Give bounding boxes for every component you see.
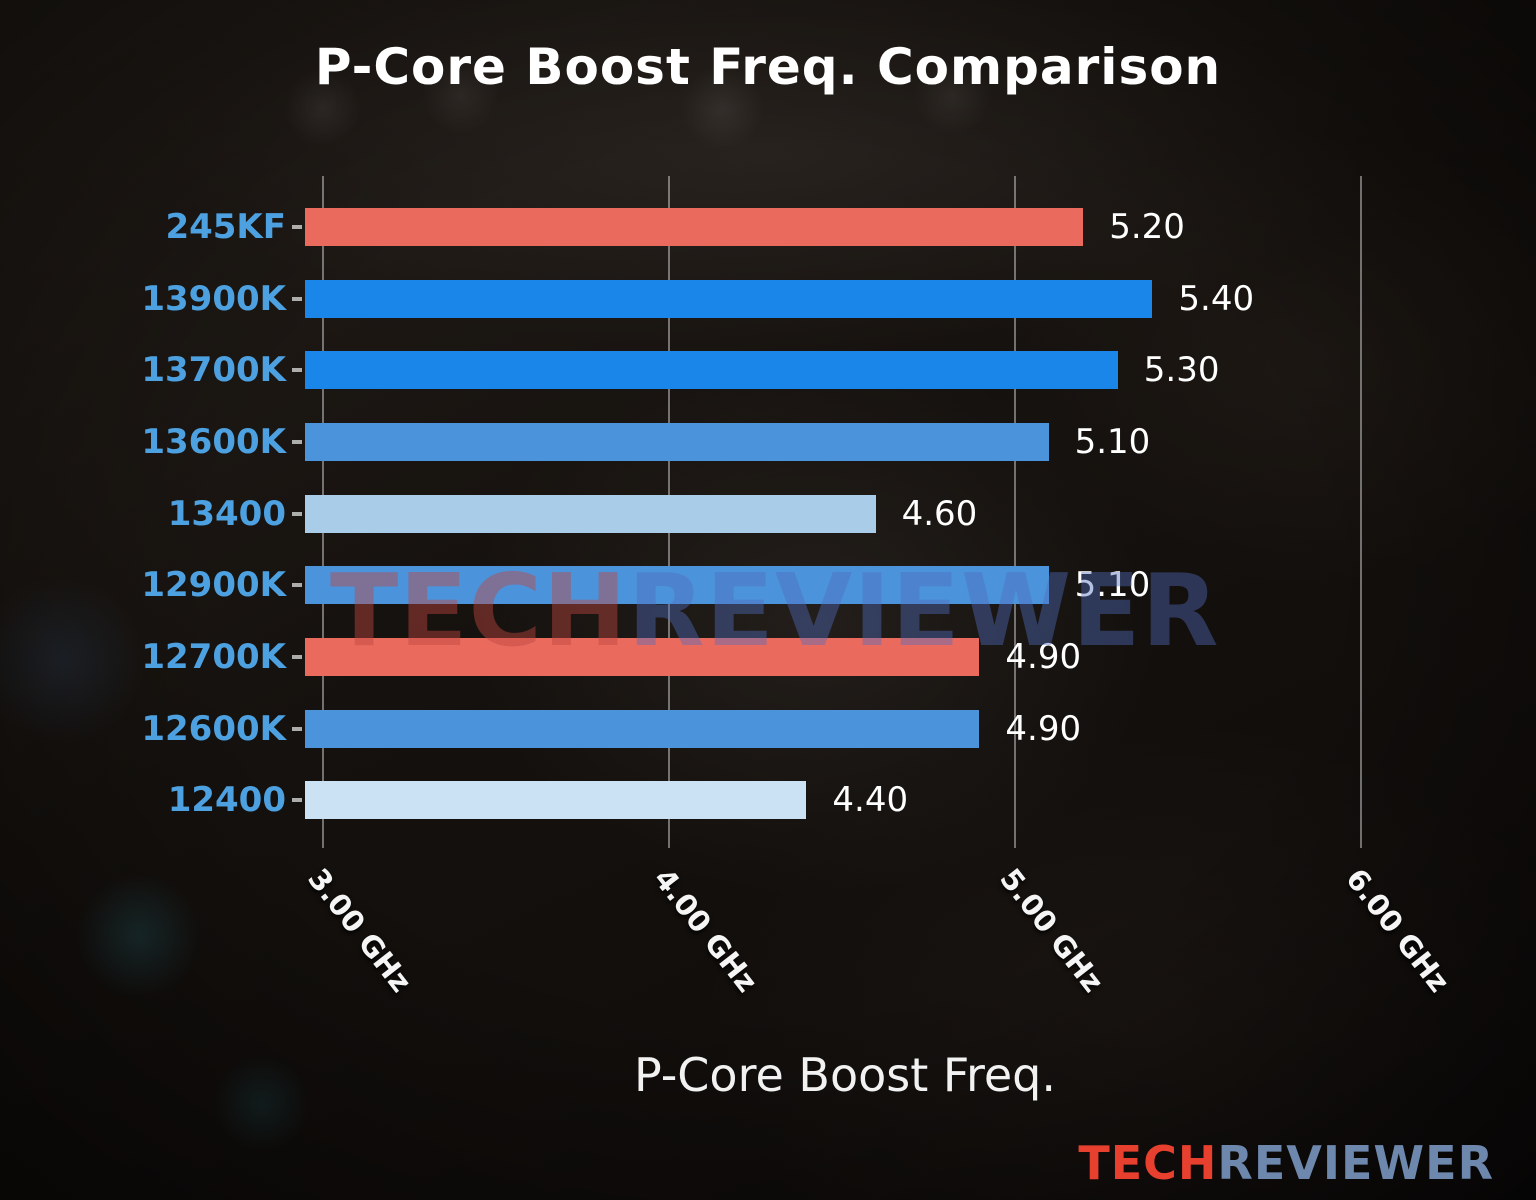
bar	[305, 351, 1118, 390]
value-label: 4.60	[901, 493, 978, 534]
chart-title: P-Core Boost Freq. Comparison	[314, 38, 1222, 96]
bar	[305, 781, 807, 820]
gridline	[1014, 176, 1016, 848]
y-tick-mark	[292, 368, 302, 373]
gridline	[1360, 176, 1362, 848]
bar-row: 12600K 4.90	[0, 693, 1536, 765]
value-label: 4.90	[1005, 637, 1082, 678]
value-label: 5.40	[1178, 278, 1255, 319]
bar	[305, 709, 980, 748]
y-tick-mark	[292, 798, 302, 803]
category-label: 12600K	[141, 708, 286, 749]
bar	[305, 207, 1084, 246]
category-label: 12700K	[141, 637, 286, 678]
category-label: 13600K	[141, 421, 286, 462]
bar	[305, 279, 1153, 318]
techreviewer-logo: TECHREVIEWER	[1078, 1136, 1494, 1190]
category-label: 13900K	[141, 278, 286, 319]
value-label: 5.10	[1074, 421, 1151, 462]
bar-row: 12900K 5.10	[0, 550, 1536, 622]
category-label: 13700K	[141, 350, 286, 391]
bar	[305, 494, 876, 533]
category-label: 12900K	[141, 565, 286, 606]
value-label: 5.30	[1143, 350, 1220, 391]
bar-row: 13600K 5.10	[0, 406, 1536, 478]
y-tick-mark	[292, 296, 302, 301]
x-axis-label: P-Core Boost Freq.	[633, 1048, 1057, 1102]
value-label: 5.20	[1109, 206, 1185, 247]
bar-row: 13700K 5.30	[0, 334, 1536, 406]
value-label: 4.90	[1005, 708, 1082, 749]
bar-row: 245KF 5.20	[0, 191, 1536, 263]
y-tick-mark	[292, 583, 302, 588]
y-tick-mark	[292, 439, 302, 444]
bar	[305, 422, 1049, 461]
bar-row: 13900K 5.40	[0, 263, 1536, 335]
x-tick-label: 6.00 GHz	[1339, 862, 1457, 999]
value-label: 5.10	[1074, 565, 1151, 606]
y-tick-mark	[292, 655, 302, 660]
category-label: 13400	[167, 493, 286, 534]
y-tick-mark	[292, 726, 302, 731]
bar-row: 12700K 4.90	[0, 621, 1536, 693]
logo-tech: TECH	[1078, 1136, 1218, 1190]
bar	[305, 566, 1049, 605]
bar	[305, 638, 980, 677]
x-tick-label: 3.00 GHz	[301, 862, 419, 999]
x-tick-label: 5.00 GHz	[993, 862, 1111, 999]
logo-reviewer: REVIEWER	[1217, 1136, 1494, 1190]
value-label: 4.40	[832, 780, 909, 821]
y-tick-mark	[292, 224, 302, 229]
bar-row: 12400 4.40	[0, 765, 1536, 837]
category-label: 12400	[167, 780, 286, 821]
y-tick-mark	[292, 511, 302, 516]
bar-row: 13400 4.60	[0, 478, 1536, 550]
x-tick-label: 4.00 GHz	[647, 862, 765, 999]
category-label: 245KF	[165, 206, 286, 247]
